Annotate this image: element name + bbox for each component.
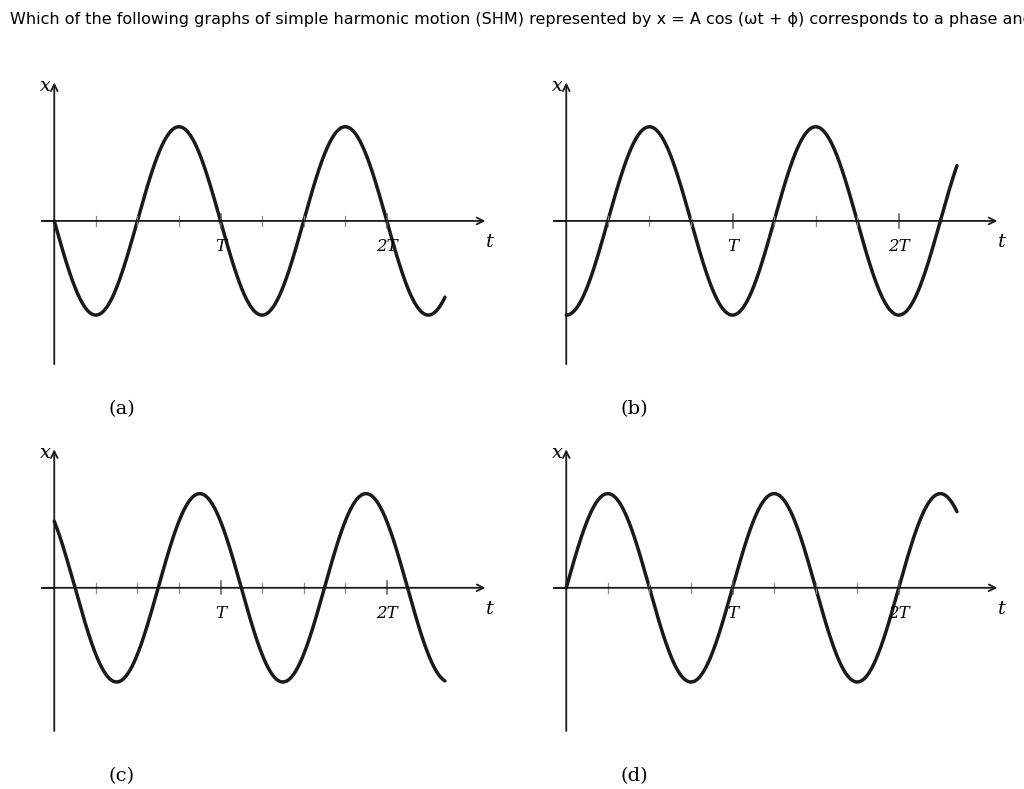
Text: t: t	[486, 600, 494, 618]
Text: t: t	[998, 233, 1006, 251]
Text: 2T: 2T	[376, 604, 397, 622]
Text: T: T	[727, 237, 738, 255]
Text: 2T: 2T	[376, 237, 397, 255]
Text: T: T	[215, 604, 226, 622]
Text: x: x	[552, 77, 562, 95]
Text: t: t	[998, 600, 1006, 618]
Text: 2T: 2T	[888, 604, 909, 622]
Text: x: x	[40, 444, 50, 462]
Text: x: x	[552, 444, 562, 462]
Text: (b): (b)	[621, 400, 648, 418]
Text: 2T: 2T	[888, 237, 909, 255]
Text: Which of the following graphs of simple harmonic motion (SHM) represented by x =: Which of the following graphs of simple …	[10, 12, 1024, 27]
Text: x: x	[40, 77, 50, 95]
Text: (d): (d)	[621, 767, 648, 785]
Text: (c): (c)	[109, 767, 135, 785]
Text: (a): (a)	[109, 400, 135, 418]
Text: T: T	[727, 604, 738, 622]
Text: t: t	[486, 233, 494, 251]
Text: T: T	[215, 237, 226, 255]
